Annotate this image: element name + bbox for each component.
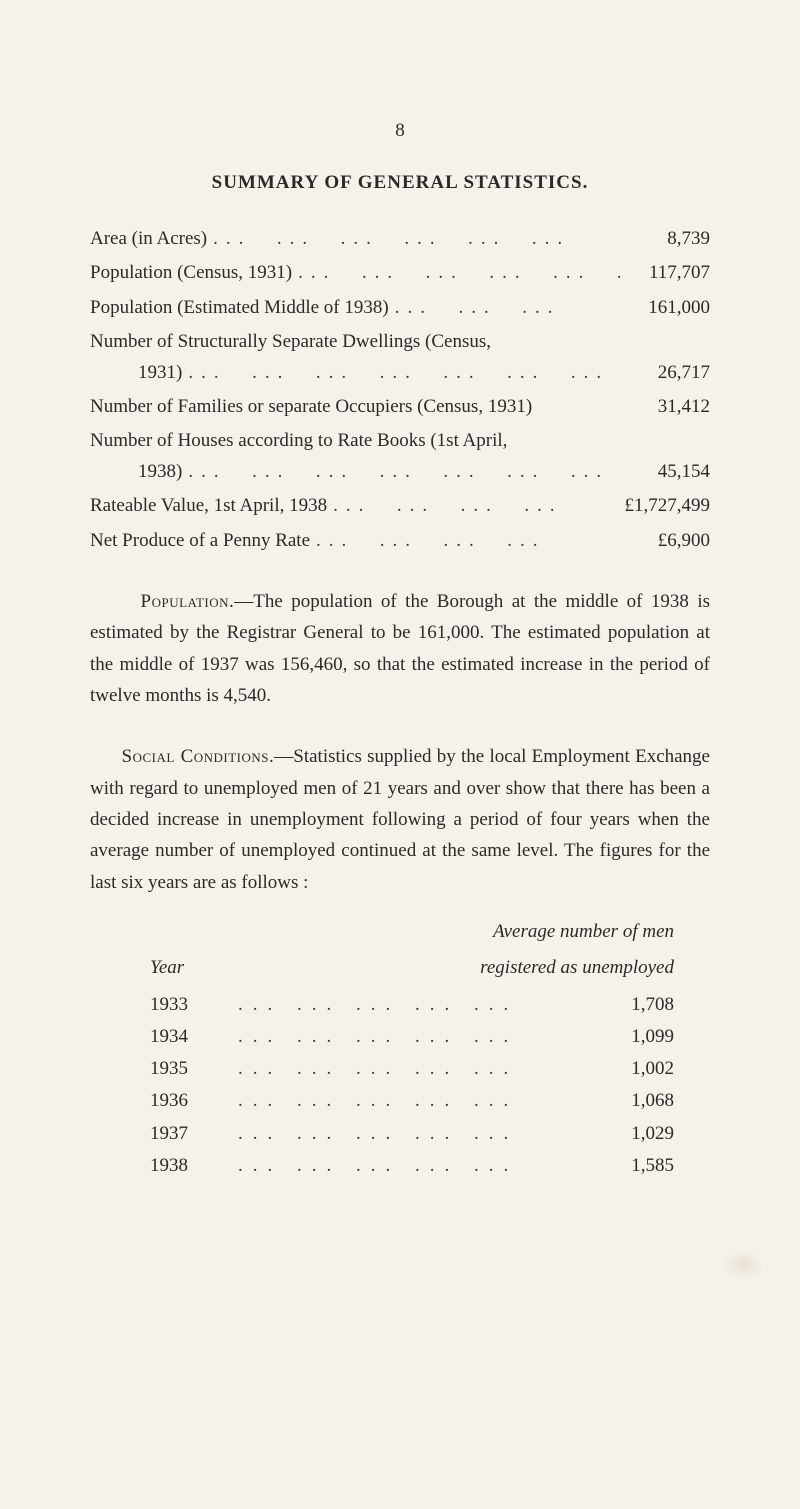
statistics-block: Area (in Acres) ... ... ... ... ... ... …	[90, 224, 710, 556]
table-row: 1933 ... ... ... ... ... 1,708	[90, 989, 710, 1021]
stat-row-rateable: Rateable Value, 1st April, 1938 ... ... …	[90, 491, 710, 521]
stat-value: 31,412	[620, 392, 710, 422]
table-value: 1,585	[564, 1150, 710, 1182]
table-year: 1938	[90, 1150, 230, 1182]
stat-label: Area (in Acres)	[90, 224, 207, 254]
stat-row-area: Area (in Acres) ... ... ... ... ... ... …	[90, 224, 710, 254]
table-row: 1937 ... ... ... ... ... 1,029	[90, 1118, 710, 1150]
stat-label-dwellings-line1: Number of Structurally Separate Dwelling…	[90, 327, 710, 357]
stat-label: Net Produce of a Penny Rate	[90, 526, 310, 556]
leader-dots: ... ... ... ... ... ... ...	[182, 457, 620, 487]
page-number: 8	[90, 120, 710, 142]
paragraph-lead: Social Conditions.	[122, 746, 275, 767]
stat-row-pop-est: Population (Estimated Middle of 1938) ..…	[90, 293, 710, 323]
leader-dots: ... ... ... ... ...	[230, 1118, 564, 1150]
paragraph-lead: Population.	[141, 591, 235, 612]
stat-row-families: Number of Families or separate Occupiers…	[90, 392, 710, 422]
leader-dots: ... ... ... ... ...	[230, 1021, 564, 1053]
stat-label: Population (Census, 1931)	[90, 258, 292, 288]
table-row: 1935 ... ... ... ... ... 1,002	[90, 1053, 710, 1085]
stat-value: 8,739	[620, 224, 710, 254]
stat-row-houses: 1938) ... ... ... ... ... ... ... 45,154	[90, 457, 710, 487]
table-year: 1933	[90, 989, 230, 1021]
table-value: 1,029	[564, 1118, 710, 1150]
table-year: 1936	[90, 1085, 230, 1117]
table-year: 1935	[90, 1053, 230, 1085]
table-row: 1936 ... ... ... ... ... 1,068	[90, 1085, 710, 1117]
leader-dots: ... ... ... ... ...	[230, 1150, 564, 1182]
table-value: 1,068	[564, 1085, 710, 1117]
unemployment-table: Average number of men Year registered as…	[90, 916, 710, 1182]
table-value: 1,708	[564, 989, 710, 1021]
leader-dots: ... ... ... ... ...	[230, 1053, 564, 1085]
table-value: 1,002	[564, 1053, 710, 1085]
paragraph-body: —Statistics supplied by the local Employ…	[90, 746, 710, 892]
stat-value: 45,154	[620, 457, 710, 487]
table-row: 1934 ... ... ... ... ... 1,099	[90, 1021, 710, 1053]
document-page: 8 SUMMARY OF GENERAL STATISTICS. Area (i…	[0, 0, 800, 1242]
table-year: 1934	[90, 1021, 230, 1053]
stat-label: Rateable Value, 1st April, 1938	[90, 491, 327, 521]
table-header-avg-line2: registered as unemployed	[300, 952, 710, 984]
leader-dots: ... ... ... ... ... ...	[207, 224, 620, 254]
stat-row-pop-census: Population (Census, 1931) ... ... ... ..…	[90, 258, 710, 288]
table-header-avg-line1: Average number of men	[90, 916, 710, 948]
leader-dots: ... ... ... ...	[327, 491, 620, 521]
stat-value: 26,717	[620, 358, 710, 388]
table-value: 1,099	[564, 1021, 710, 1053]
leader-dots: ... ... ... ... ...	[230, 989, 564, 1021]
paragraph-population: Population.—The population of the Boroug…	[90, 586, 710, 711]
leader-dots: ... ... ... ... ... ... ...	[182, 358, 620, 388]
table-year: 1937	[90, 1118, 230, 1150]
stat-value: £6,900	[620, 526, 710, 556]
table-row: 1938 ... ... ... ... ... 1,585	[90, 1150, 710, 1182]
leader-dots: ... ... ... ... ...	[230, 1085, 564, 1117]
leader-dots: ... ... ...	[389, 293, 620, 323]
stat-value: 161,000	[620, 293, 710, 323]
stat-label: 1938)	[90, 457, 182, 487]
stat-row-penny: Net Produce of a Penny Rate ... ... ... …	[90, 526, 710, 556]
leader-dots: ... ... ... ...	[310, 526, 620, 556]
stat-value: £1,727,499	[620, 491, 710, 521]
stat-label: Population (Estimated Middle of 1938)	[90, 293, 389, 323]
stat-label: 1931)	[90, 358, 182, 388]
stat-label: Number of Families or separate Occupiers…	[90, 392, 532, 422]
paragraph-social: Social Conditions.—Statistics supplied b…	[90, 741, 710, 898]
main-title: SUMMARY OF GENERAL STATISTICS.	[90, 172, 710, 194]
stat-value: 117,707	[620, 258, 710, 288]
table-header-row: Year registered as unemployed	[90, 952, 710, 984]
leader-dots: ... ... ... ... ... ...	[292, 258, 620, 288]
stat-label-houses-line1: Number of Houses according to Rate Books…	[90, 426, 710, 456]
stat-row-dwellings: 1931) ... ... ... ... ... ... ... 26,717	[90, 358, 710, 388]
page-stain	[722, 1250, 764, 1280]
table-header-year: Year	[90, 952, 300, 984]
